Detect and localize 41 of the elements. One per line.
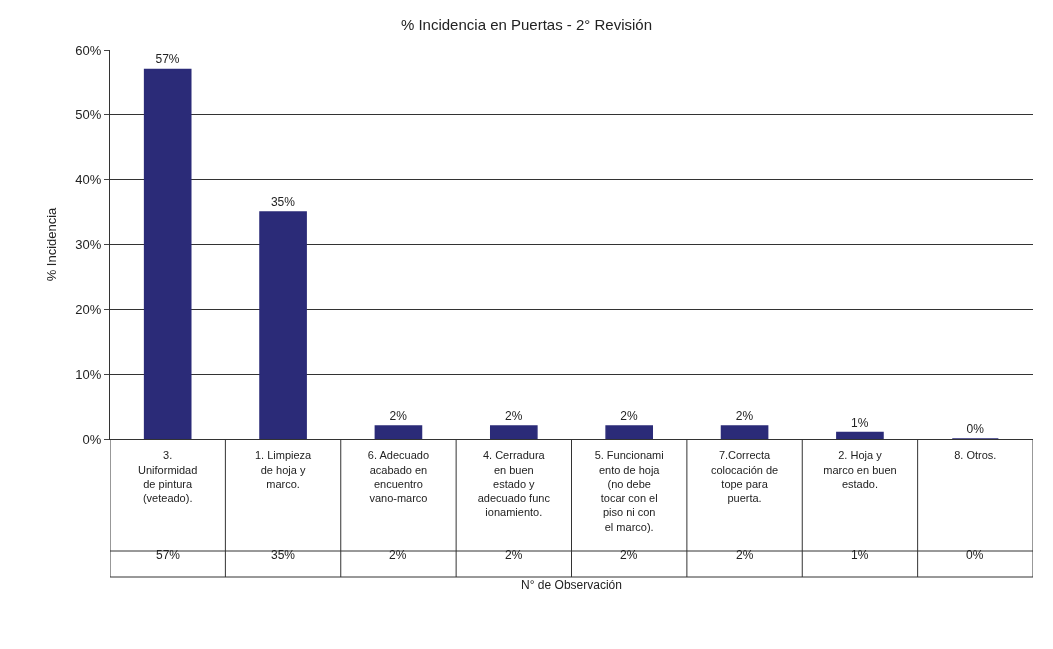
data-label: 35% [271, 548, 296, 562]
text: 2% [504, 409, 523, 424]
data-label: 0% [966, 548, 984, 562]
x-tick-label: 6. Adecuado acabado en encuentro vano-marco [367, 449, 430, 505]
x-tick-label: 8. Otros. [954, 449, 997, 462]
bar [143, 68, 192, 439]
text: 1% [851, 415, 869, 430]
text: 35% [270, 195, 295, 210]
data-label: 2% [389, 548, 407, 562]
data-label: 2% [736, 548, 754, 562]
bar [605, 425, 654, 439]
text: 2% [389, 409, 407, 424]
y-tick-label: 20% [75, 301, 102, 317]
x-tick-label: 2. Hoja y marco en buen estado. [823, 449, 897, 490]
x-tick-label: 1. Limpieza de hoja y marco. [254, 449, 313, 490]
y-tick-label: 40% [75, 172, 102, 188]
text: 0% [966, 422, 984, 436]
x-tick-label: 4. Cerradura en buen estado y adecuado funcionamiento. [477, 449, 551, 519]
chart-title: % Incidencia en Puertas - 2° Revisión [400, 15, 653, 33]
text: 57% [155, 52, 180, 67]
text: 2% [735, 409, 754, 424]
data-label: 57% [156, 548, 181, 562]
bar [259, 211, 307, 439]
bar [720, 425, 769, 439]
data-label: 1% [851, 548, 869, 562]
y-tick-label: 0% [82, 431, 102, 447]
y-tick-label: 60% [75, 42, 102, 58]
bar [489, 425, 538, 439]
y-tick-label: 30% [75, 237, 102, 253]
x-tick-label: 7.Correcta colocación de tope para puerta. [710, 449, 779, 505]
bar [836, 431, 884, 439]
y-tick-label: 50% [75, 107, 102, 123]
text: 2% [620, 409, 638, 424]
x-axis-title: N° de Observación [521, 577, 622, 592]
data-label: 2% [620, 548, 638, 562]
data-label: 2% [505, 548, 523, 562]
x-tick-label: 5. Funcionamiento de hoja (no debe tocar con el piso ni con el marco). [594, 449, 664, 533]
x-tick-label: 3. Uniformidad de pintura (veteado). [138, 449, 198, 505]
bar [374, 425, 423, 439]
y-axis-title: % Incidencia [44, 206, 60, 282]
y-tick-label: 10% [75, 366, 102, 382]
